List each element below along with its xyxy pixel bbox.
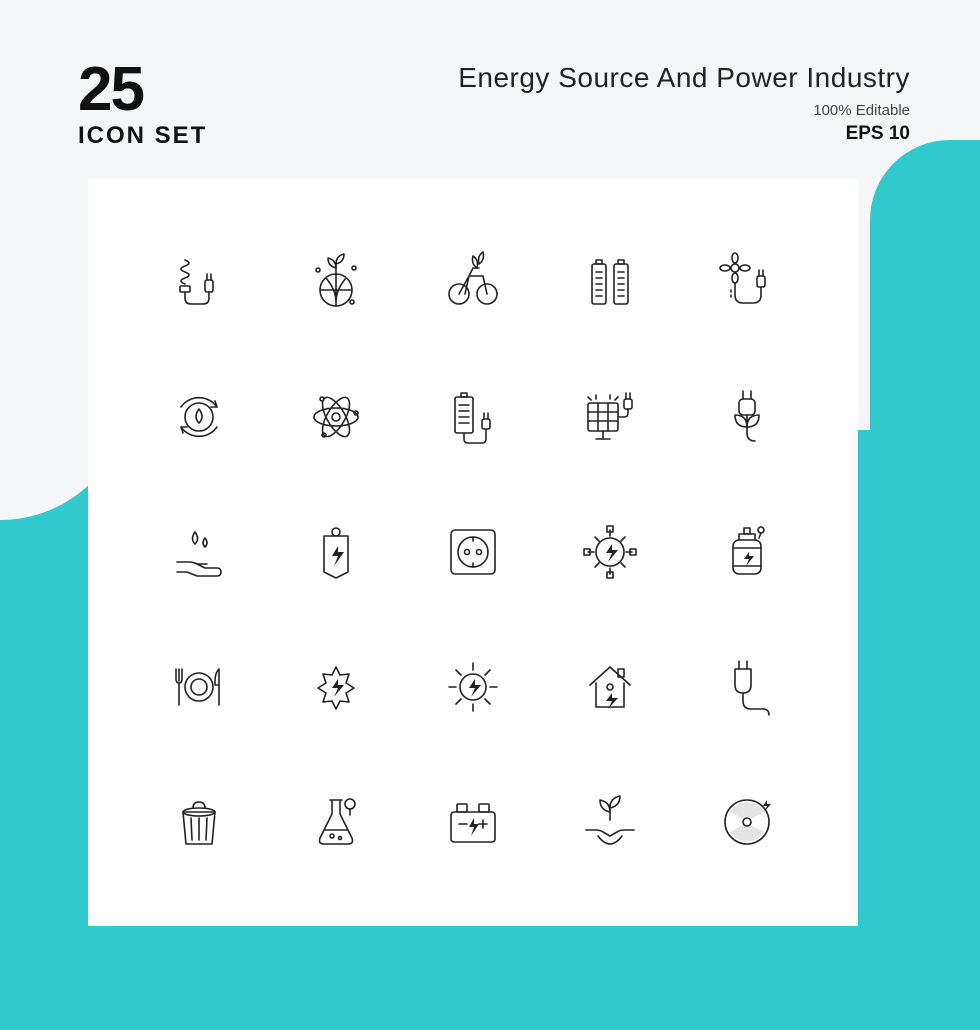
header-right: Energy Source And Power Industry 100% Ed… — [458, 62, 910, 145]
cfl-bulb-plug-icon — [130, 214, 267, 349]
sun-rays-bolt-icon — [404, 620, 541, 755]
power-socket-icon — [404, 484, 541, 619]
icon-count: 25 — [78, 62, 207, 118]
battery-plug-icon — [404, 349, 541, 484]
header: 25 ICON SET Energy Source And Power Indu… — [78, 62, 910, 150]
eps-label: EPS 10 — [458, 123, 910, 145]
eco-globe-plant-icon — [267, 214, 404, 349]
header-left: 25 ICON SET — [78, 62, 207, 150]
icon-set-label: ICON SET — [78, 122, 207, 150]
atom-icon — [267, 349, 404, 484]
plug-cable-icon — [679, 620, 816, 755]
set-title: Energy Source And Power Industry — [458, 62, 910, 94]
flask-icon — [267, 755, 404, 890]
plate-cutlery-icon — [130, 620, 267, 755]
car-battery-icon — [404, 755, 541, 890]
plug-plant-icon — [679, 349, 816, 484]
background-shape-right — [870, 140, 980, 900]
trash-bin-icon — [130, 755, 267, 890]
editable-label: 100% Editable — [458, 102, 910, 119]
gas-cylinder-icon — [679, 484, 816, 619]
gear-bolt-icon — [542, 484, 679, 619]
hand-water-icon — [130, 484, 267, 619]
water-cycle-icon — [130, 349, 267, 484]
hands-leaf-icon — [542, 755, 679, 890]
icon-card — [88, 178, 858, 926]
solar-panel-plug-icon — [542, 349, 679, 484]
icon-grid — [130, 214, 816, 890]
house-energy-icon — [542, 620, 679, 755]
flower-plug-icon — [679, 214, 816, 349]
batteries-icon — [542, 214, 679, 349]
energy-tag-icon — [267, 484, 404, 619]
sun-bolt-icon — [267, 620, 404, 755]
nuclear-bolt-icon — [679, 755, 816, 890]
eco-bicycle-icon — [404, 214, 541, 349]
